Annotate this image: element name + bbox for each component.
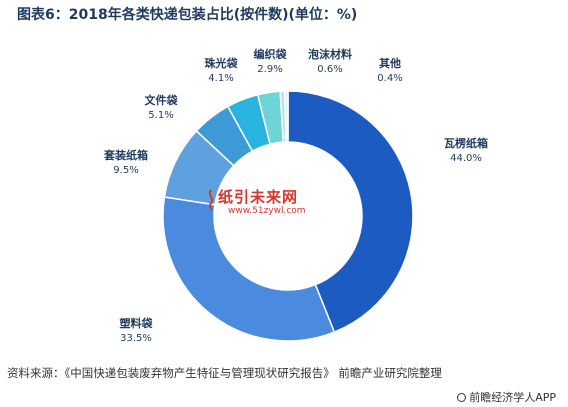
slice-label: 编织袋: [254, 47, 288, 61]
slice-label: 其他: [379, 56, 401, 70]
donut-slice: [162, 196, 336, 342]
slice-value-label: 0.6%: [317, 64, 342, 75]
watermark-logo-icon: [208, 189, 214, 211]
source-note: 资料来源：《中国快递包装废弃物产生特征与管理现状研究报告》 前瞻产业研究院整理: [7, 366, 442, 380]
watermark-url: www.51zywl.com: [228, 206, 306, 216]
slice-value-label: 9.5%: [113, 165, 138, 176]
slice-value-label: 0.4%: [377, 73, 402, 84]
watermark-brand: 纸引未来网: [218, 188, 299, 206]
slice-label: 瓦楞纸箱: [444, 136, 488, 150]
slice-label: 泡沫材料: [308, 47, 352, 61]
donut-slice: [284, 90, 289, 143]
donut-slices: [162, 90, 414, 342]
slice-labels: 瓦楞纸箱 44.0% 塑料袋 33.5% 套装纸箱 9.5% 文件袋 5.1% 珠光袋 4.1% 编…: [104, 47, 488, 344]
app-logo-icon: [457, 392, 467, 402]
slice-value-label: 4.1%: [208, 73, 233, 84]
slice-label: 塑料袋: [120, 316, 154, 330]
slice-value-label: 44.0%: [450, 153, 482, 164]
app-tag: 前瞻经济学人APP: [457, 389, 556, 405]
slice-label: 套装纸箱: [104, 148, 148, 162]
slice-value-label: 33.5%: [120, 333, 152, 344]
slice-value-label: 5.1%: [148, 110, 173, 121]
chart-title: 图表6：2018年各类快递包装占比(按件数)(单位：%): [17, 7, 358, 23]
app-tag-label: 前瞻经济学人APP: [469, 391, 556, 404]
slice-value-label: 2.9%: [257, 64, 282, 75]
donut-slice: [287, 90, 414, 334]
slice-label: 文件袋: [145, 93, 179, 107]
slice-label: 珠光袋: [205, 56, 239, 70]
